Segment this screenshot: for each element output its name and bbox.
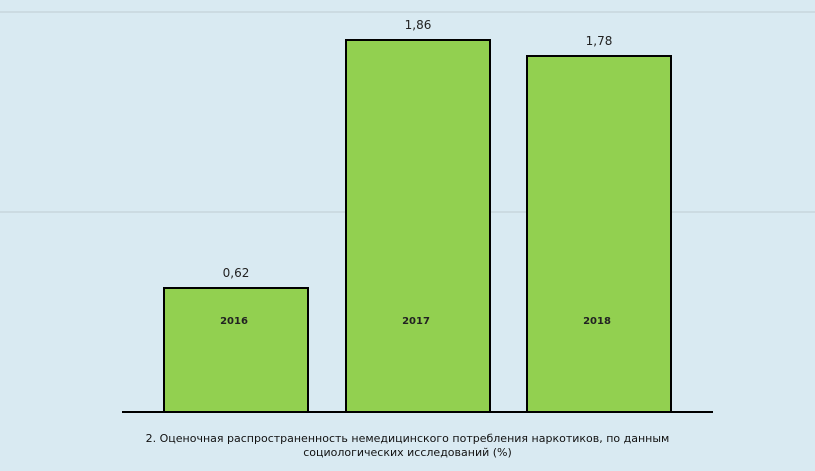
data-label-2018: 1,78 — [586, 34, 613, 48]
chart-caption: 2. Оценочная распространенность немедици… — [0, 432, 815, 460]
labels: 0,62 2016 1,86 2017 1,78 2018 — [220, 18, 612, 327]
bars — [163, 39, 672, 413]
category-label-2017: 2017 — [402, 316, 430, 327]
data-label-2017: 1,86 — [405, 18, 432, 32]
category-label-2016: 2016 — [220, 316, 248, 327]
bar-2017 — [345, 39, 491, 413]
data-label-2016: 0,62 — [223, 266, 250, 280]
category-label-2018: 2018 — [583, 316, 611, 327]
caption-line-1: 2. Оценочная распространенность немедици… — [145, 432, 670, 445]
bar-2018 — [526, 55, 672, 413]
caption-line-2: социологических исследований (%) — [303, 446, 512, 459]
bar-2016 — [163, 287, 309, 413]
